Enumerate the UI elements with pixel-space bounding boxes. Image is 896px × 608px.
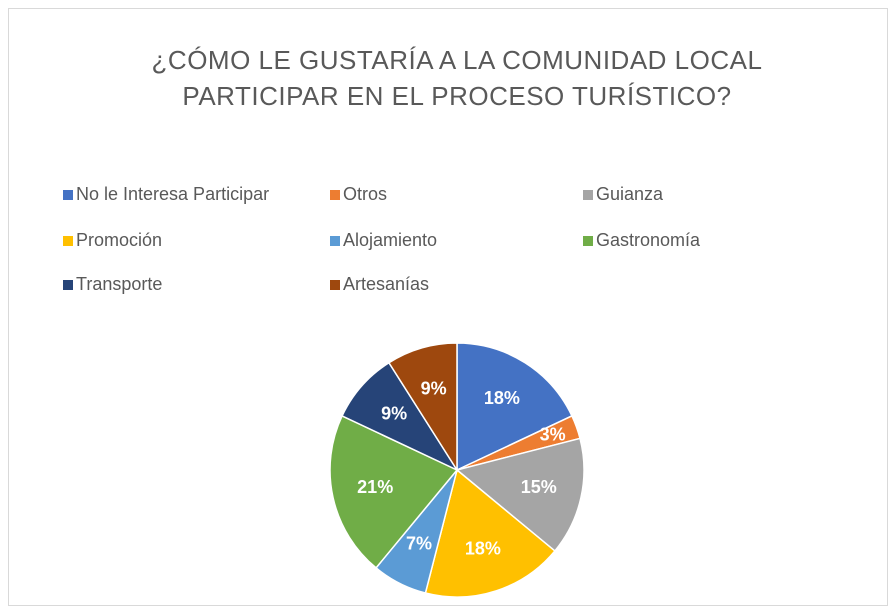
- legend-label: Promoción: [76, 230, 162, 250]
- legend-swatch: [63, 236, 73, 246]
- data-label: 7%: [406, 533, 432, 553]
- legend-swatch: [330, 190, 340, 200]
- legend-swatch: [330, 236, 340, 246]
- legend-swatch: [330, 280, 340, 290]
- pie-slice: [387, 342, 458, 473]
- pie-slice: [455, 437, 585, 553]
- pie-slice: [456, 342, 573, 472]
- legend-label: Gastronomía: [596, 230, 701, 250]
- legend-label: Artesanías: [343, 274, 429, 294]
- data-label: 18%: [484, 388, 520, 408]
- legend-label: Alojamiento: [343, 230, 437, 250]
- data-label: 15%: [521, 477, 557, 497]
- legend-label: Guianza: [596, 184, 664, 204]
- chart-title: PARTICIPAR EN EL PROCESO TURÍSTICO?: [182, 81, 731, 111]
- pie-slice: [424, 468, 556, 598]
- chart-title: ¿CÓMO LE GUSTARÍA A LA COMUNIDAD LOCAL: [152, 45, 763, 75]
- data-label: 9%: [381, 403, 407, 423]
- data-label: 3%: [540, 424, 566, 444]
- legend-swatch: [63, 280, 73, 290]
- data-label: 21%: [357, 477, 393, 497]
- legend-swatch: [583, 236, 593, 246]
- legend-swatch: [63, 190, 73, 200]
- legend-label: No le Interesa Participar: [76, 184, 269, 204]
- legend-swatch: [583, 190, 593, 200]
- data-label: 18%: [465, 538, 501, 558]
- data-label: 9%: [421, 378, 447, 398]
- legend-label: Otros: [343, 184, 387, 204]
- pie-slice: [329, 414, 459, 569]
- legend-label: Transporte: [76, 274, 162, 294]
